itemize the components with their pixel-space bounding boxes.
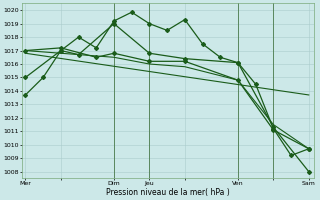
X-axis label: Pression niveau de la mer( hPa ): Pression niveau de la mer( hPa ) — [106, 188, 230, 197]
